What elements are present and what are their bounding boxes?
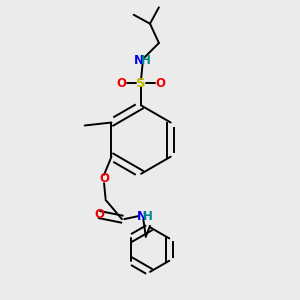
Text: N: N <box>136 210 146 223</box>
Text: H: H <box>143 210 153 223</box>
Text: N: N <box>134 54 144 67</box>
Text: O: O <box>94 208 105 221</box>
Text: O: O <box>99 172 109 185</box>
Text: O: O <box>117 76 127 90</box>
Text: H: H <box>141 54 151 67</box>
Text: S: S <box>136 76 146 90</box>
Text: O: O <box>155 76 165 90</box>
